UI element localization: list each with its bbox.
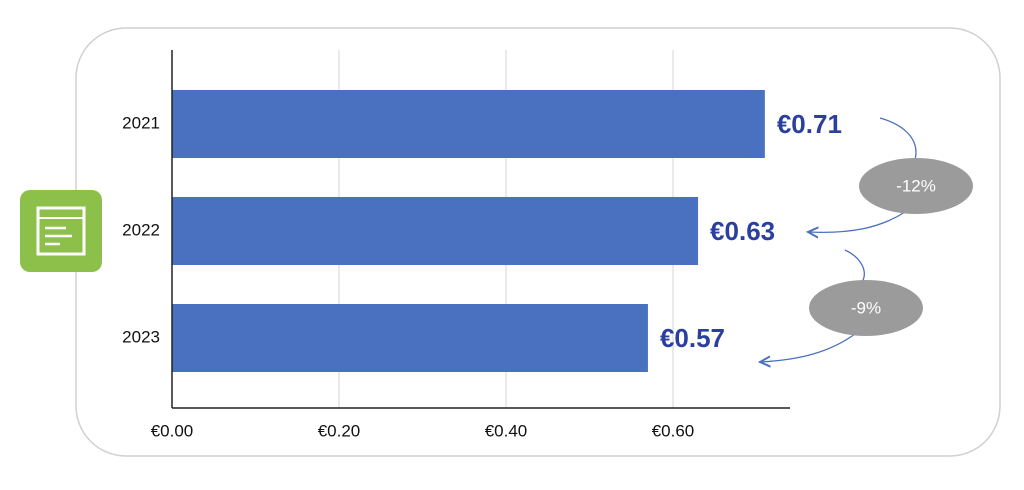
annotation-bubble	[809, 280, 923, 336]
y-tick-label: 2022	[122, 220, 160, 239]
app-icon	[20, 190, 102, 272]
annotation: -12%	[896, 176, 936, 195]
bar	[172, 304, 648, 372]
x-tick-label: €0.20	[318, 421, 361, 440]
data-label: €0.57	[660, 323, 725, 353]
arrow	[760, 333, 856, 362]
bar	[172, 197, 699, 265]
y-tick-label: 2023	[122, 327, 160, 346]
arrow	[808, 211, 906, 232]
x-tick-label: €0.00	[151, 421, 194, 440]
data-label: €0.71	[777, 109, 842, 139]
bar	[172, 90, 765, 158]
annotation: -9%	[851, 298, 881, 317]
arrow	[879, 117, 917, 161]
annotation-bubble	[859, 158, 973, 214]
data-label: €0.63	[710, 216, 775, 246]
x-tick-label: €0.60	[652, 421, 695, 440]
x-tick-label: €0.40	[485, 421, 528, 440]
arrow	[844, 249, 865, 283]
y-tick-label: 2021	[122, 113, 160, 132]
